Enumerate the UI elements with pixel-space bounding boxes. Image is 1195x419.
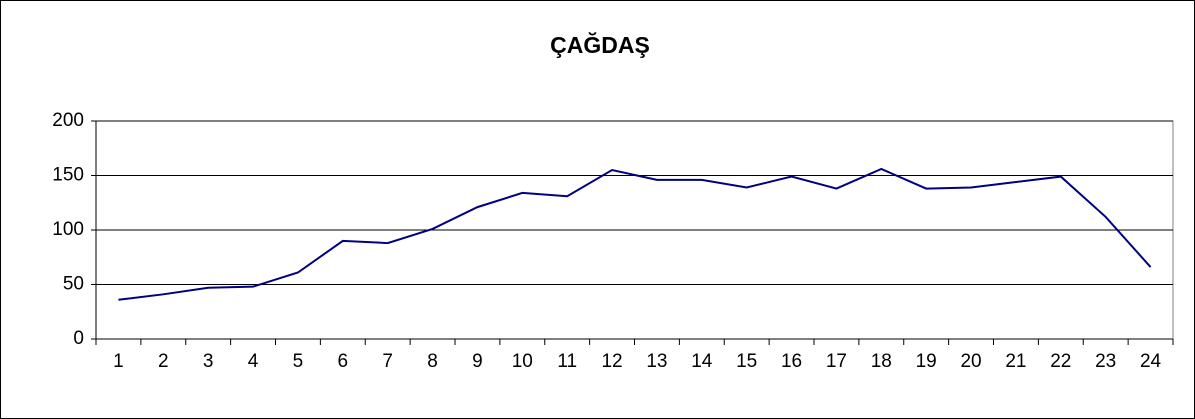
data-line xyxy=(118,167,1152,301)
x-tick-label: 15 xyxy=(736,351,757,372)
x-tick-label: 7 xyxy=(382,351,393,372)
x-tick-label: 16 xyxy=(781,351,802,372)
x-tick-label: 5 xyxy=(293,351,304,372)
x-tick-label: 22 xyxy=(1050,351,1071,372)
x-tick-label: 10 xyxy=(512,351,533,372)
x-tick-label: 18 xyxy=(871,351,892,372)
x-tick-label: 17 xyxy=(826,351,847,372)
x-tick-label: 6 xyxy=(338,351,349,372)
x-tick-label: 13 xyxy=(646,351,667,372)
x-tick-label: 20 xyxy=(960,351,981,372)
x-tick-label: 19 xyxy=(916,351,937,372)
y-tick-label: 0 xyxy=(73,328,84,349)
x-tick-label: 11 xyxy=(557,351,577,372)
y-tick-label: 100 xyxy=(52,219,84,240)
x-tick-label: 21 xyxy=(1005,351,1026,372)
x-tick-label: 14 xyxy=(691,351,713,372)
x-tick-label: 4 xyxy=(248,351,259,372)
x-tick-label: 1 xyxy=(113,351,124,372)
y-tick-label: 50 xyxy=(63,274,84,295)
x-tick-label: 24 xyxy=(1140,351,1162,372)
y-tick-label: 150 xyxy=(52,165,84,186)
x-tick-label: 8 xyxy=(427,351,438,372)
chart-title: ÇAĞDAŞ xyxy=(550,31,650,58)
x-tick-label: 3 xyxy=(203,351,214,372)
x-tick-label: 9 xyxy=(472,351,483,372)
x-tick-label: 23 xyxy=(1095,351,1116,372)
x-tick-label: 2 xyxy=(158,351,169,372)
x-tick-label: 12 xyxy=(601,351,622,372)
y-tick-label: 200 xyxy=(52,110,84,131)
